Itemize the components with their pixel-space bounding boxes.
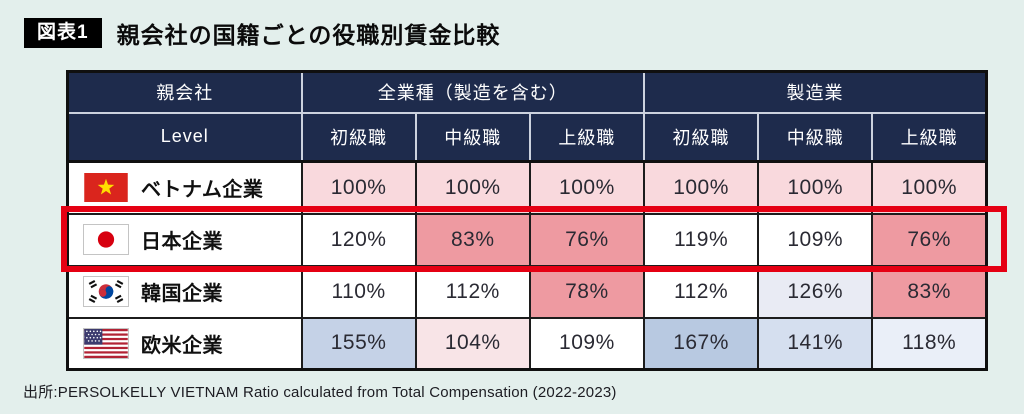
figure-number-badge: 図表1 (24, 17, 102, 49)
header-parent-company: 親会社 (66, 70, 303, 114)
cell-japan-mfg-senior: 76% (871, 212, 988, 267)
header-all-senior: 上級職 (528, 111, 645, 163)
cell-vietnam-mfg-middle: 100% (757, 160, 874, 215)
cell-western-mfg-middle: 141% (757, 316, 874, 371)
header-level: Level (66, 111, 303, 163)
table-row-japan: 日本企業 120% 83% 76% 119% 109% 76% (66, 212, 988, 267)
source-note: 出所:PERSOLKELLY VIETNAM Ratio calculated … (23, 384, 617, 401)
cell-korea-mfg-senior: 83% (871, 264, 988, 319)
header-all-middle: 中級職 (414, 111, 531, 163)
header-group-manufacturing: 製造業 (642, 70, 988, 114)
company-name: ベトナム企業 (141, 179, 264, 202)
cell-japan-mfg-middle: 109% (757, 212, 874, 267)
header-row-levels: Level 初級職 中級職 上級職 初級職 中級職 上級職 (66, 111, 988, 163)
header-mfg-senior: 上級職 (871, 111, 988, 163)
cell-vietnam-all-senior: 100% (528, 160, 645, 215)
cell-japan-all-senior: 76% (528, 212, 645, 267)
wage-comparison-table: 親会社 全業種（製造を含む） 製造業 Level 初級職 中級職 上級職 初級職… (66, 70, 988, 371)
korea-flag-icon (83, 276, 129, 307)
cell-vietnam-all-junior: 100% (300, 160, 417, 215)
header-mfg-junior: 初級職 (642, 111, 760, 163)
header-group-all-industries: 全業種（製造を含む） (300, 70, 645, 114)
table-row-vietnam: ベトナム企業 100% 100% 100% 100% 100% 100% (66, 160, 988, 215)
cell-japan-all-middle: 83% (414, 212, 531, 267)
cell-korea-mfg-middle: 126% (757, 264, 874, 319)
cell-western-all-middle: 104% (414, 316, 531, 371)
cell-korea-all-senior: 78% (528, 264, 645, 319)
company-name: 韓国企業 (141, 283, 223, 305)
vietnam-flag-icon (84, 173, 128, 203)
figure-title: 親会社の国籍ごとの役職別賃金比較 (116, 22, 501, 48)
company-cell-japan: 日本企業 (66, 212, 303, 267)
cell-vietnam-mfg-senior: 100% (871, 160, 988, 215)
header-all-junior: 初級職 (300, 111, 417, 163)
company-cell-korea: 韓国企業 (66, 264, 303, 319)
cell-korea-mfg-junior: 112% (642, 264, 760, 319)
cell-vietnam-all-middle: 100% (414, 160, 531, 215)
cell-korea-all-middle: 112% (414, 264, 531, 319)
cell-western-mfg-senior: 118% (871, 316, 988, 371)
company-name: 日本企業 (141, 231, 223, 253)
header-row-groups: 親会社 全業種（製造を含む） 製造業 (66, 70, 988, 114)
header-mfg-middle: 中級職 (757, 111, 874, 163)
company-name: 欧米企業 (141, 334, 223, 357)
company-cell-western: 欧米企業 (66, 316, 303, 371)
figure-header: 図表1 親会社の国籍ごとの役職別賃金比較 (24, 16, 500, 50)
cell-vietnam-mfg-junior: 100% (642, 160, 760, 215)
cell-japan-mfg-junior: 119% (642, 212, 760, 267)
cell-japan-all-junior: 120% (300, 212, 417, 267)
company-cell-vietnam: ベトナム企業 (66, 160, 303, 215)
table-row-korea: 韓国企業 110% 112% 78% 112% 126% 83% (66, 264, 988, 319)
table-row-western: 欧米企業 155% 104% 109% 167% 141% 118% (66, 316, 988, 371)
japan-flag-icon (83, 224, 129, 255)
us-flag-icon (83, 327, 129, 359)
cell-western-mfg-junior: 167% (642, 316, 760, 371)
cell-western-all-junior: 155% (300, 316, 417, 371)
cell-western-all-senior: 109% (528, 316, 645, 371)
cell-korea-all-junior: 110% (300, 264, 417, 319)
